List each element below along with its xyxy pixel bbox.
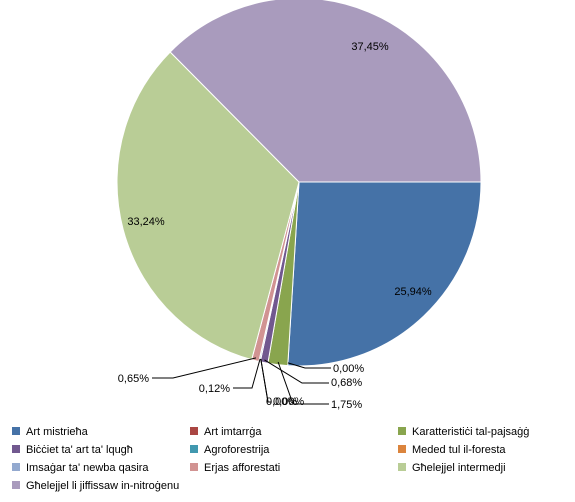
data-label: 0,00% [273, 396, 304, 408]
data-label: 33,24% [127, 216, 165, 228]
legend-label: Agroforestrija [204, 444, 270, 456]
legend-item: Karatteristiċi tal-pajsaġġ [398, 426, 529, 438]
legend-swatch [398, 463, 406, 471]
legend-label: Imsaġar ta' newba qasira [26, 462, 149, 474]
data-labels: 25,94%0,00%1,75%0,68%0,00%0,00%0,12%0,65… [118, 41, 432, 411]
leader-line [260, 359, 271, 403]
legend-label: Meded tul il-foresta [412, 444, 506, 456]
leader-line [233, 358, 261, 389]
legend-item: Biċċiet ta' art ta' lqugħ [12, 444, 133, 456]
legend-swatch [190, 445, 198, 453]
legend-label: Għelejjel li jiffissaw in-nitroġenu [26, 480, 179, 492]
pie-slices [116, 0, 482, 367]
data-label: 0,65% [118, 373, 149, 385]
leader-line [264, 359, 329, 384]
legend-label: Għelejjel intermedji [412, 462, 506, 474]
legend-item: Art imtarrġa [190, 426, 262, 438]
leader-line [287, 362, 331, 369]
legend-item: Agroforestrija [190, 444, 270, 456]
leader-line [152, 357, 257, 379]
legend: Art mistrieħa Art imtarrġa Karatteristiċi … [12, 426, 529, 492]
pie-slice [116, 51, 300, 361]
data-label: 25,94% [394, 286, 432, 298]
leader-line [277, 361, 329, 405]
legend-label: Karatteristiċi tal-pajsaġġ [412, 426, 529, 438]
legend-swatch [398, 445, 406, 453]
data-label: 0,00% [266, 396, 297, 408]
data-label: 0,68% [331, 377, 362, 389]
legend-label: Art imtarrġa [204, 426, 262, 438]
pie-slice [287, 181, 482, 367]
legend-swatch [12, 481, 20, 489]
data-label: 0,00% [333, 363, 364, 375]
data-label: 1,75% [331, 399, 362, 411]
legend-item: Erjas afforestati [190, 462, 280, 474]
data-label: 37,45% [351, 41, 389, 53]
legend-swatch [398, 427, 406, 435]
legend-swatch [12, 463, 20, 471]
legend-item: Għelejjel intermedji [398, 462, 506, 474]
legend-item: Meded tul il-foresta [398, 444, 506, 456]
legend-swatch [12, 427, 20, 435]
legend-item: Għelejjel li jiffissaw in-nitroġenu [12, 480, 179, 492]
legend-swatch [12, 445, 20, 453]
legend-label: Biċċiet ta' art ta' lqugħ [26, 444, 133, 456]
legend-item: Imsaġar ta' newba qasira [12, 462, 149, 474]
legend-label: Art mistrieħa [26, 426, 89, 438]
pie-slice [169, 0, 482, 183]
legend-swatch [190, 463, 198, 471]
legend-item: Art mistrieħa [12, 426, 89, 438]
data-label: 0,12% [199, 383, 230, 395]
legend-swatch [190, 427, 198, 435]
leader-lines [152, 357, 331, 405]
legend-label: Erjas afforestati [204, 462, 280, 474]
